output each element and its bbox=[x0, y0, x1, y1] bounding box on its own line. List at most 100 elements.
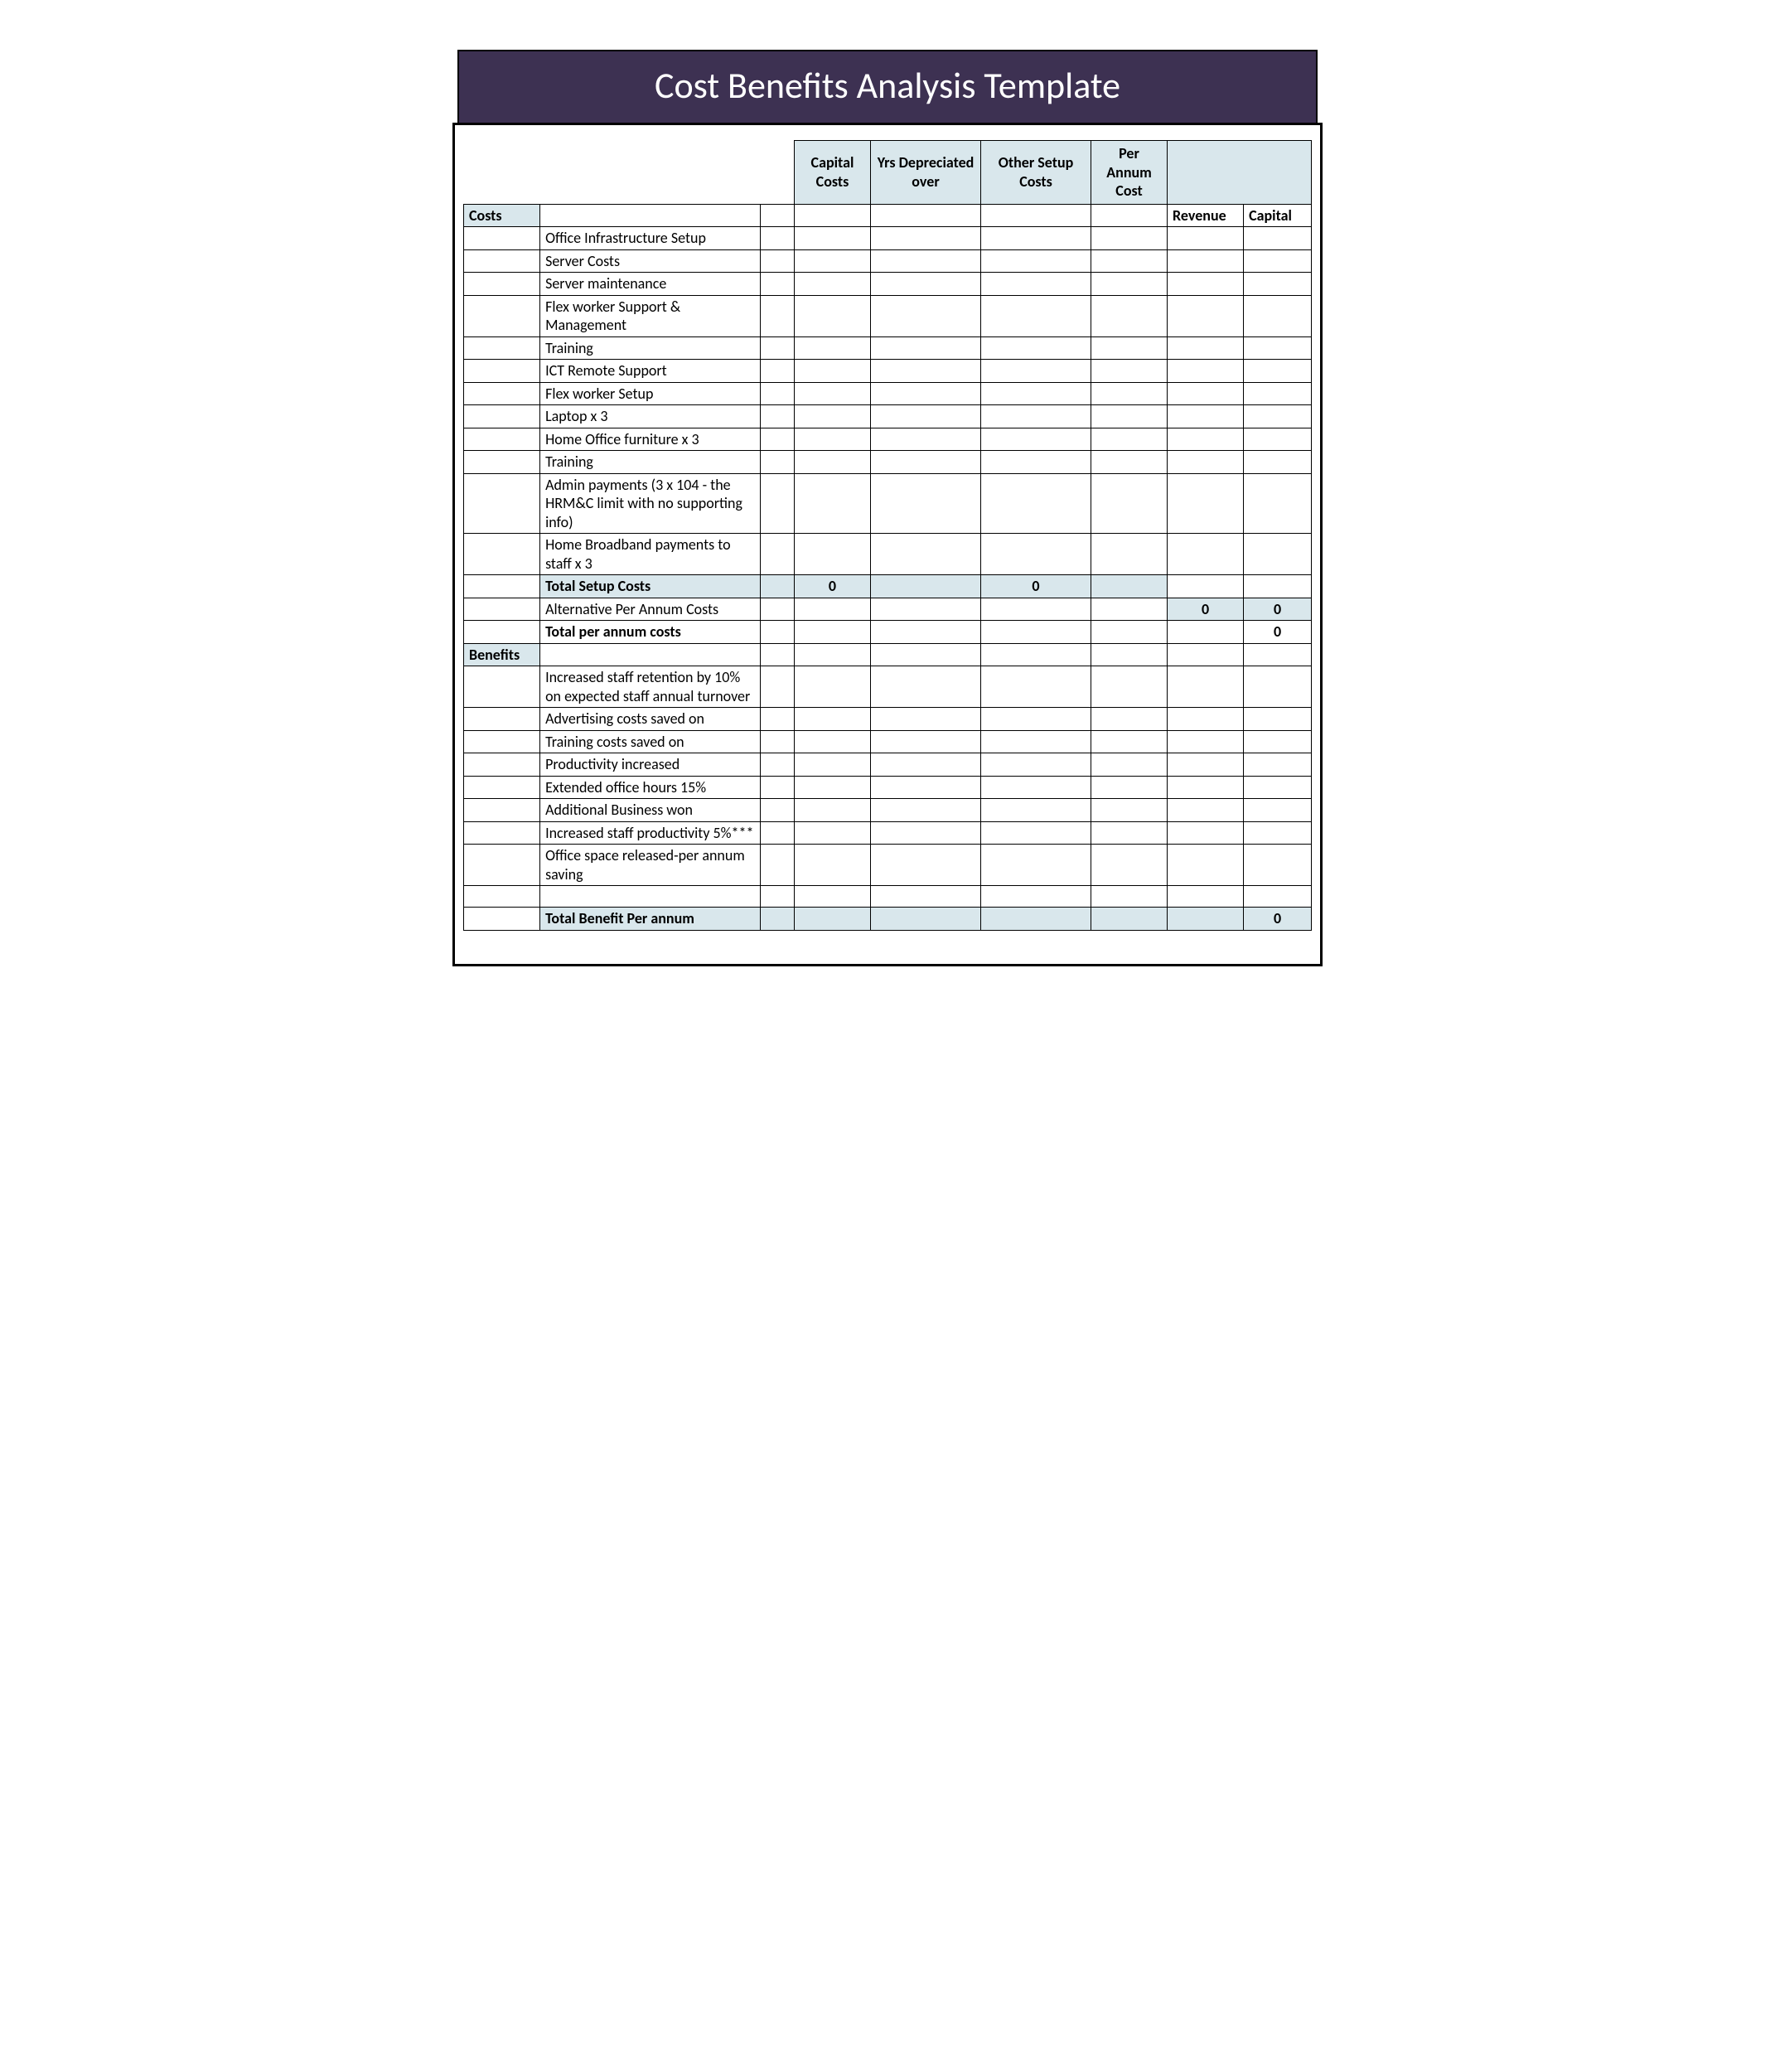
cell bbox=[981, 382, 1091, 405]
cell bbox=[981, 295, 1091, 336]
cell bbox=[1091, 273, 1167, 296]
cell bbox=[1244, 845, 1312, 886]
cell bbox=[1168, 708, 1244, 731]
cell bbox=[1091, 405, 1167, 428]
cell bbox=[1244, 575, 1312, 598]
cell bbox=[1091, 753, 1167, 777]
cell bbox=[1244, 643, 1312, 666]
header-capital: Capital bbox=[1244, 204, 1312, 227]
cell bbox=[871, 776, 981, 799]
cell bbox=[794, 204, 870, 227]
cell bbox=[761, 643, 795, 666]
cell bbox=[981, 666, 1091, 708]
cell bbox=[464, 908, 540, 931]
cell bbox=[871, 473, 981, 534]
cell bbox=[761, 666, 795, 708]
cell bbox=[794, 598, 870, 621]
cell bbox=[794, 643, 870, 666]
cell bbox=[1244, 336, 1312, 360]
cell bbox=[794, 821, 870, 845]
cell bbox=[981, 473, 1091, 534]
cell bbox=[1244, 227, 1312, 250]
cell bbox=[871, 799, 981, 822]
benefit-item: Increased staff retention by 10% on expe… bbox=[540, 666, 761, 708]
cost-item: Training bbox=[540, 451, 761, 474]
cell bbox=[1168, 575, 1244, 598]
cell bbox=[794, 534, 870, 575]
cell bbox=[871, 730, 981, 753]
cell bbox=[1168, 845, 1244, 886]
cell bbox=[981, 708, 1091, 731]
cell bbox=[871, 666, 981, 708]
cell bbox=[464, 227, 540, 250]
cost-item: Server Costs bbox=[540, 249, 761, 273]
cell bbox=[871, 621, 981, 644]
cell bbox=[1168, 295, 1244, 336]
cell bbox=[871, 405, 981, 428]
cell bbox=[1168, 273, 1244, 296]
cell bbox=[1091, 360, 1167, 383]
cost-item: Home Broadband payments to staff x 3 bbox=[540, 534, 761, 575]
cell bbox=[981, 908, 1091, 931]
cell bbox=[464, 598, 540, 621]
cell bbox=[1091, 666, 1167, 708]
total-benefit-label: Total Benefit Per annum bbox=[540, 908, 761, 931]
cell bbox=[794, 708, 870, 731]
cell bbox=[540, 643, 761, 666]
cell bbox=[981, 799, 1091, 822]
cell bbox=[1244, 451, 1312, 474]
cost-item: Admin payments (3 x 104 - the HRM&C limi… bbox=[540, 473, 761, 534]
cell bbox=[981, 428, 1091, 451]
cell bbox=[981, 621, 1091, 644]
section-costs: Costs bbox=[464, 204, 540, 227]
cell bbox=[1091, 534, 1167, 575]
cell bbox=[794, 405, 870, 428]
cell bbox=[981, 534, 1091, 575]
cell bbox=[761, 799, 795, 822]
cell bbox=[981, 845, 1091, 886]
cell bbox=[794, 776, 870, 799]
cell bbox=[1091, 799, 1167, 822]
cell bbox=[871, 336, 981, 360]
cell bbox=[464, 753, 540, 777]
cell bbox=[1091, 845, 1167, 886]
cell bbox=[981, 273, 1091, 296]
cell bbox=[1168, 730, 1244, 753]
cell bbox=[981, 730, 1091, 753]
cell bbox=[1091, 621, 1167, 644]
cell bbox=[540, 886, 761, 908]
cell bbox=[794, 451, 870, 474]
cell bbox=[981, 249, 1091, 273]
cell bbox=[1244, 666, 1312, 708]
cost-item: Home Office furniture x 3 bbox=[540, 428, 761, 451]
cell bbox=[871, 908, 981, 931]
cell bbox=[871, 886, 981, 908]
cell bbox=[794, 621, 870, 644]
cell bbox=[871, 845, 981, 886]
cell bbox=[1091, 473, 1167, 534]
cell bbox=[871, 227, 981, 250]
cell bbox=[1244, 776, 1312, 799]
cell bbox=[1091, 227, 1167, 250]
title-bar: Cost Benefits Analysis Template bbox=[457, 50, 1318, 124]
cost-item: ICT Remote Support bbox=[540, 360, 761, 383]
total-setup-capital: 0 bbox=[794, 575, 870, 598]
cell bbox=[981, 451, 1091, 474]
cell bbox=[761, 428, 795, 451]
cell bbox=[794, 753, 870, 777]
total-per-annum-capital: 0 bbox=[1244, 621, 1312, 644]
cost-item: Office Infrastructure Setup bbox=[540, 227, 761, 250]
cell bbox=[871, 753, 981, 777]
cell bbox=[871, 360, 981, 383]
header-blank-left bbox=[464, 141, 795, 205]
cell bbox=[794, 886, 870, 908]
alt-per-annum-revenue: 0 bbox=[1168, 598, 1244, 621]
cell bbox=[794, 473, 870, 534]
cell bbox=[871, 295, 981, 336]
cell bbox=[1168, 799, 1244, 822]
total-setup-other: 0 bbox=[981, 575, 1091, 598]
cell bbox=[464, 428, 540, 451]
cell bbox=[1091, 643, 1167, 666]
cell bbox=[761, 360, 795, 383]
cell bbox=[761, 598, 795, 621]
